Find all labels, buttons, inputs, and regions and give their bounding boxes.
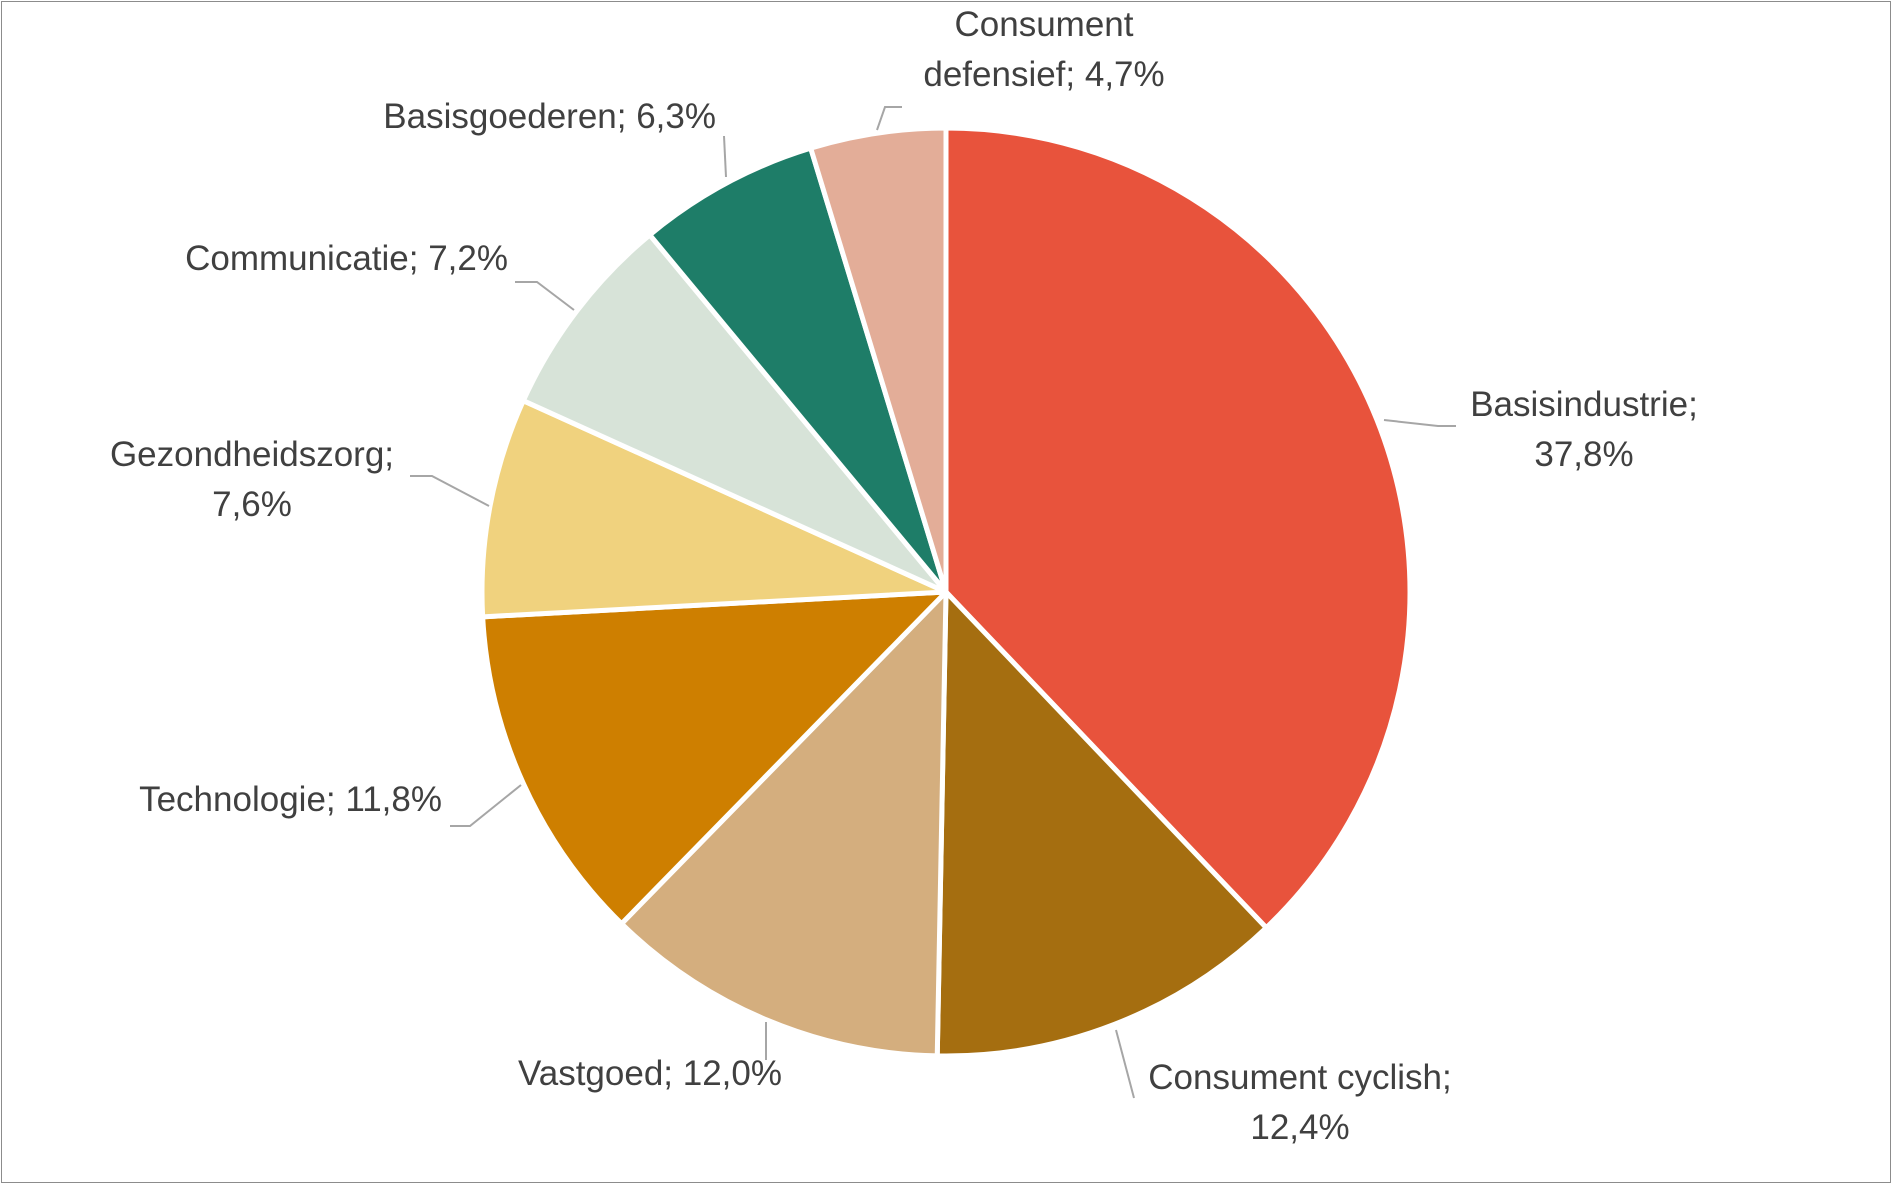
data-label-line: Communicatie; 7,2% xyxy=(185,239,508,278)
leader-line-technologie xyxy=(450,784,522,827)
pie-slice-gezondheidszorg xyxy=(479,398,949,620)
data-label-consument-defensief: Consument defensief; 4,7% xyxy=(923,5,1164,94)
pie-slice-vastgoed xyxy=(619,589,949,1059)
leader-line-basisindustrie xyxy=(1383,419,1456,427)
pie-slice-basisindustrie xyxy=(943,125,1413,931)
pie-slice-basisgoederen xyxy=(647,145,949,595)
data-label-vastgoed: Vastgoed; 12,0% xyxy=(518,1054,782,1093)
data-label-gezondheidszorg: Gezondheidszorg; 7,6% xyxy=(110,435,394,524)
data-label-line: Vastgoed; 12,0% xyxy=(518,1054,782,1093)
data-label-line: Basisgoederen; 6,3% xyxy=(383,97,716,136)
leader-line-gezondheidszorg xyxy=(410,475,490,507)
slices-layer xyxy=(479,125,1413,1059)
pie-slice-communicatie xyxy=(520,232,949,595)
leader-line-communicatie xyxy=(515,281,575,311)
data-label-line: 37,8% xyxy=(1534,435,1633,474)
pie-slice-consument-defensief xyxy=(808,125,949,595)
data-label-technologie: Technologie; 11,8% xyxy=(139,780,442,819)
pie-slice-technologie xyxy=(480,589,949,927)
data-label-line: 7,6% xyxy=(212,485,292,524)
leader-line-consument-defensief xyxy=(876,106,902,131)
data-label-line: Consument cyclish; xyxy=(1148,1058,1451,1097)
data-label-line: defensief; 4,7% xyxy=(923,55,1164,94)
data-label-basisgoederen: Basisgoederen; 6,3% xyxy=(383,97,716,136)
data-label-line: 12,4% xyxy=(1250,1108,1349,1147)
leader-line-basisgoederen xyxy=(723,135,727,178)
data-label-communicatie: Communicatie; 7,2% xyxy=(185,239,508,278)
leader-line-consument-cyclish xyxy=(1115,1029,1135,1099)
labels-layer: Basisindustrie; 37,8% Consument cyclish; 12… xyxy=(110,5,1698,1147)
pie-slice-consument-cyclish xyxy=(934,589,1269,1059)
leaders-layer xyxy=(410,106,1456,1099)
data-label-basisindustrie: Basisindustrie; 37,8% xyxy=(1470,385,1698,474)
data-label-line: Technologie; 11,8% xyxy=(139,780,442,819)
data-label-consument-cyclish: Consument cyclish; 12,4% xyxy=(1148,1058,1451,1147)
data-label-line: Gezondheidszorg; xyxy=(110,435,394,474)
data-label-line: Consument xyxy=(955,5,1134,44)
data-label-line: Basisindustrie; xyxy=(1470,385,1698,424)
